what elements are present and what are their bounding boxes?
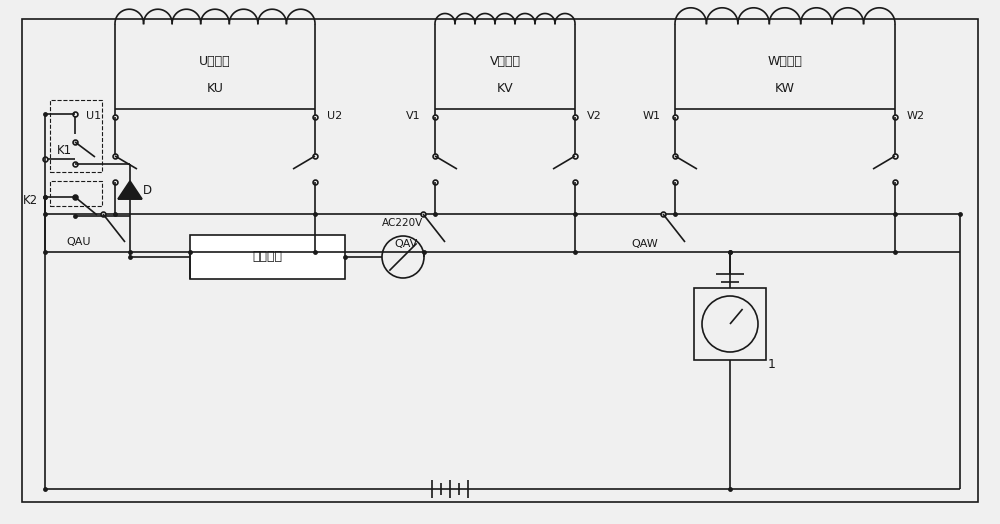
Text: 1: 1 bbox=[768, 357, 776, 370]
Text: W相绕组: W相绕组 bbox=[768, 54, 802, 68]
Text: V1: V1 bbox=[406, 111, 421, 121]
Bar bbox=[190, 235, 345, 279]
Text: 稳压模块: 稳压模块 bbox=[252, 250, 283, 264]
Bar bbox=[50, 100, 102, 172]
Text: K1: K1 bbox=[57, 144, 72, 157]
Polygon shape bbox=[118, 181, 142, 199]
Bar bbox=[694, 288, 766, 361]
Text: KU: KU bbox=[207, 82, 223, 94]
Text: K2: K2 bbox=[23, 193, 38, 206]
Text: W1: W1 bbox=[643, 111, 661, 121]
Text: KW: KW bbox=[775, 82, 795, 94]
Text: U相绕组: U相绕组 bbox=[199, 54, 231, 68]
Text: U1: U1 bbox=[86, 111, 101, 121]
Bar bbox=[50, 181, 102, 206]
Text: V相绕组: V相绕组 bbox=[490, 54, 520, 68]
Text: W2: W2 bbox=[907, 111, 925, 121]
Text: QAV: QAV bbox=[395, 239, 418, 249]
Text: D: D bbox=[143, 183, 152, 196]
Text: QAW: QAW bbox=[631, 239, 658, 249]
Text: V2: V2 bbox=[587, 111, 602, 121]
Text: U2: U2 bbox=[327, 111, 342, 121]
Text: KV: KV bbox=[497, 82, 513, 94]
Text: QAU: QAU bbox=[66, 237, 91, 247]
Text: AC220V: AC220V bbox=[382, 218, 424, 228]
